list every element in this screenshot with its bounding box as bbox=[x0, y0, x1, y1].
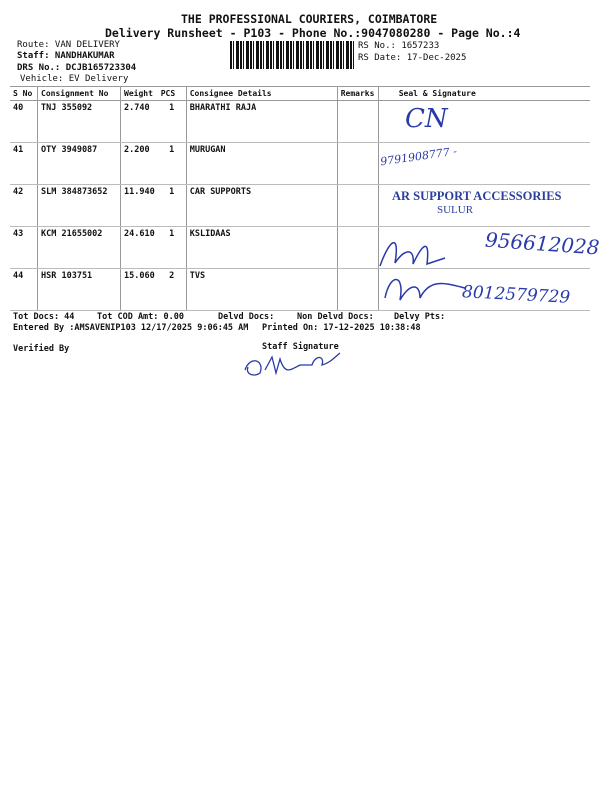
consignment-no-cell: HSR 103751 bbox=[37, 268, 121, 311]
remarks-cell bbox=[337, 142, 379, 185]
table-row: 41 OTY 3949087 2.200 1 MURUGAN bbox=[10, 142, 590, 185]
seal-signature-cell bbox=[378, 142, 590, 185]
s-no-cell: 42 bbox=[10, 184, 38, 227]
route: Route: VAN DELIVERY bbox=[17, 40, 120, 50]
staff-signature-label: Staff Signature bbox=[262, 342, 339, 352]
col-remarks: Remarks bbox=[337, 86, 379, 101]
weight-cell: 2.200 bbox=[120, 142, 158, 185]
s-no-cell: 41 bbox=[10, 142, 38, 185]
table-row: 40 TNJ 355092 2.740 1 BHARATHI RAJA bbox=[10, 100, 590, 143]
table-row: 44 HSR 103751 15.060 2 TVS bbox=[10, 268, 590, 311]
consignment-no-cell: KCM 21655002 bbox=[37, 226, 121, 269]
s-no-cell: 44 bbox=[10, 268, 38, 311]
consignee-cell: KSLIDAAS bbox=[186, 226, 338, 269]
pcs-cell: 1 bbox=[157, 226, 187, 269]
handwritten-signatures bbox=[379, 241, 466, 301]
remarks-cell bbox=[337, 268, 379, 311]
seal-signature-cell bbox=[378, 100, 590, 143]
staff: Staff: NANDHAKUMAR bbox=[17, 51, 115, 61]
delivered-docs: Delvd Docs: bbox=[218, 312, 275, 322]
weight-cell: 2.740 bbox=[120, 100, 158, 143]
pcs-cell: 1 bbox=[157, 184, 187, 227]
pcs-cell: 1 bbox=[157, 100, 187, 143]
col-consignment: Consignment No bbox=[37, 86, 121, 101]
company-name: THE PROFESSIONAL COURIERS, COIMBATORE bbox=[181, 12, 438, 26]
signature-row-40: CN bbox=[405, 104, 448, 134]
col-weight: Weight bbox=[120, 86, 158, 101]
pcs-cell: 1 bbox=[157, 142, 187, 185]
non-delivered-docs: Non Delvd Docs: bbox=[297, 312, 374, 322]
consignee-cell: MURUGAN bbox=[186, 142, 338, 185]
consignment-no-cell: TNJ 355092 bbox=[37, 100, 121, 143]
printed-on: Printed On: 17-12-2025 10:38:48 bbox=[262, 323, 421, 333]
col-pcs: PCS bbox=[157, 86, 187, 101]
table-row: 42 SLM 384873652 11.940 1 CAR SUPPORTS bbox=[10, 184, 590, 227]
drs-number: DRS No.: DCJB165723304 bbox=[17, 63, 137, 73]
entered-by: Entered By :AMSAVENIP103 12/17/2025 9:06… bbox=[13, 323, 249, 333]
s-no-cell: 40 bbox=[10, 100, 38, 143]
consignment-no-cell: SLM 384873652 bbox=[37, 184, 121, 227]
consignee-cell: BHARATHI RAJA bbox=[186, 100, 338, 143]
remarks-cell bbox=[337, 184, 379, 227]
staff-signature bbox=[244, 352, 341, 376]
pcs-cell: 2 bbox=[157, 268, 187, 311]
stamp-row-42: AR SUPPORT ACCESSORIES bbox=[392, 189, 562, 203]
consignee-cell: CAR SUPPORTS bbox=[186, 184, 338, 227]
seal-signature-cell bbox=[378, 268, 590, 311]
col-seal: Seal & Signature bbox=[378, 86, 590, 101]
verified-by: Verified By bbox=[13, 344, 70, 354]
total-cod: Tot COD Amt: 0.00 bbox=[97, 312, 184, 322]
delivery-points: Delvy Pts: bbox=[394, 312, 446, 322]
weight-cell: 15.060 bbox=[120, 268, 158, 311]
barcode bbox=[230, 41, 356, 69]
s-no-cell: 43 bbox=[10, 226, 38, 269]
vehicle: Vehicle: EV Delivery bbox=[20, 74, 129, 84]
consignment-no-cell: OTY 3949087 bbox=[37, 142, 121, 185]
total-docs: Tot Docs: 44 bbox=[13, 312, 75, 322]
table-row: 43 KCM 21655002 24.610 1 KSLIDAAS bbox=[10, 226, 590, 269]
rs-number: RS No.: 1657233 bbox=[358, 41, 440, 51]
remarks-cell bbox=[337, 100, 379, 143]
seal-signature-cell bbox=[378, 184, 590, 227]
remarks-cell bbox=[337, 226, 379, 269]
consignee-cell: TVS bbox=[186, 268, 338, 311]
weight-cell: 11.940 bbox=[120, 184, 158, 227]
weight-cell: 24.610 bbox=[120, 226, 158, 269]
rs-date: RS Date: 17-Dec-2025 bbox=[358, 53, 467, 63]
stamp-row-42-location: SULUR bbox=[437, 204, 474, 216]
col-sno: S No bbox=[10, 86, 38, 101]
col-consignee: Consignee Details bbox=[186, 86, 338, 101]
runsheet-title: Delivery Runsheet - P103 - Phone No.:904… bbox=[105, 26, 521, 40]
consignment-table: S No Consignment No Weight PCS Consignee… bbox=[10, 86, 590, 311]
